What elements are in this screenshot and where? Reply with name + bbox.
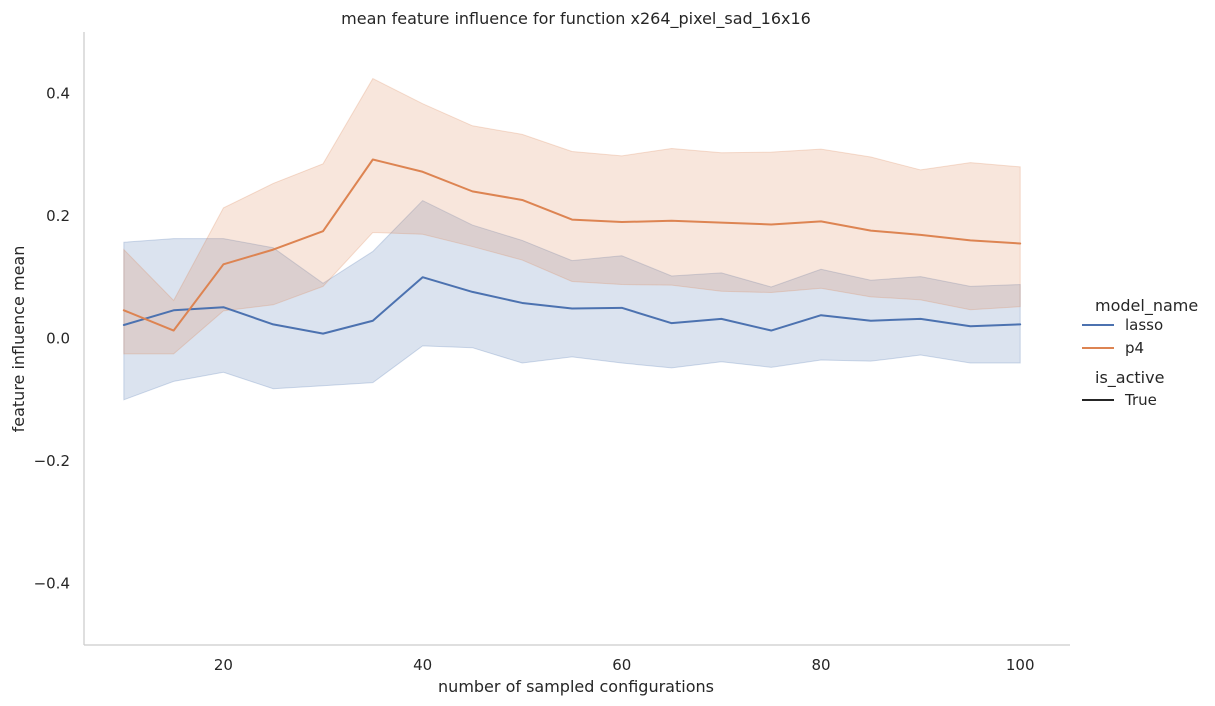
legend: model_name lasso p4 is_active True [1082,296,1198,409]
x-tick-label: 40 [413,656,432,674]
legend-label-lasso: lasso [1125,316,1163,334]
y-tick-label: 0.0 [46,330,70,348]
x-axis-label: number of sampled configurations [438,677,714,696]
series-line-p4 [122,158,1022,332]
x-tick-label: 80 [811,656,830,674]
series-line-lasso [122,276,1022,335]
ci-band-lasso [123,199,1021,401]
y-ticks: −0.4 −0.2 0.0 0.2 0.4 [34,84,70,592]
series-lines [122,158,1022,335]
ci-band-p4 [123,77,1021,355]
x-tick-label: 60 [612,656,631,674]
y-tick-label: −0.2 [34,452,70,470]
legend-label-p4: p4 [1125,339,1144,357]
legend-hue-title: model_name [1095,296,1198,316]
legend-style-label: True [1124,391,1157,409]
x-tick-label: 20 [214,656,233,674]
y-tick-label: 0.4 [46,84,70,102]
chart-title: mean feature influence for function x264… [341,9,811,29]
y-tick-label: −0.4 [34,575,70,593]
legend-style-title: is_active [1095,368,1164,388]
y-tick-label: 0.2 [46,207,70,225]
x-tick-label: 100 [1006,656,1035,674]
ci-bands [123,77,1021,401]
y-axis-label: feature influence mean [9,246,28,433]
x-ticks: 20 40 60 80 100 [214,656,1035,674]
